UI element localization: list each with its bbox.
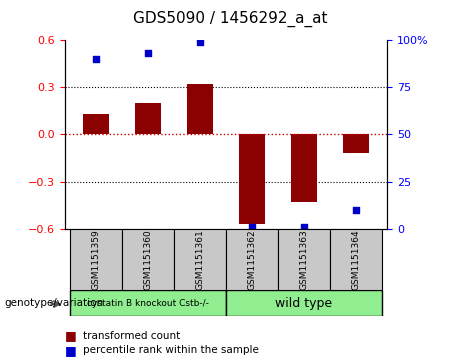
Point (248, 224, 255, 230)
Bar (343, 134, 369, 153)
Text: transformed count: transformed count (83, 331, 180, 341)
Text: GSM1151362: GSM1151362 (248, 229, 256, 290)
Text: genotype/variation: genotype/variation (5, 298, 104, 308)
Bar (122, 229, 174, 290)
Text: percentile rank within the sample: percentile rank within the sample (83, 345, 259, 355)
Bar (70, 290, 226, 316)
Point (92, 56, 100, 62)
Point (352, 207, 360, 213)
Text: GSM1151364: GSM1151364 (351, 229, 361, 290)
Bar (278, 229, 330, 290)
Bar (70, 229, 122, 290)
Text: GSM1151360: GSM1151360 (143, 229, 152, 290)
Text: GSM1151361: GSM1151361 (195, 229, 204, 290)
Bar (226, 290, 382, 316)
Point (144, 50, 152, 56)
Text: GDS5090 / 1456292_a_at: GDS5090 / 1456292_a_at (133, 11, 328, 27)
Bar (291, 134, 317, 202)
Bar (83, 114, 109, 134)
Bar (330, 229, 382, 290)
Text: ■: ■ (65, 329, 76, 342)
Text: GSM1151363: GSM1151363 (300, 229, 308, 290)
Bar (187, 84, 213, 134)
Point (300, 224, 307, 230)
Text: wild type: wild type (275, 297, 332, 310)
Bar (226, 229, 278, 290)
Bar (174, 229, 226, 290)
Text: GSM1151359: GSM1151359 (91, 229, 100, 290)
Bar (239, 134, 265, 224)
Bar (135, 103, 161, 134)
Text: cystatin B knockout Cstb-/-: cystatin B knockout Cstb-/- (87, 299, 209, 307)
Point (196, 39, 204, 45)
Text: ■: ■ (65, 344, 76, 357)
